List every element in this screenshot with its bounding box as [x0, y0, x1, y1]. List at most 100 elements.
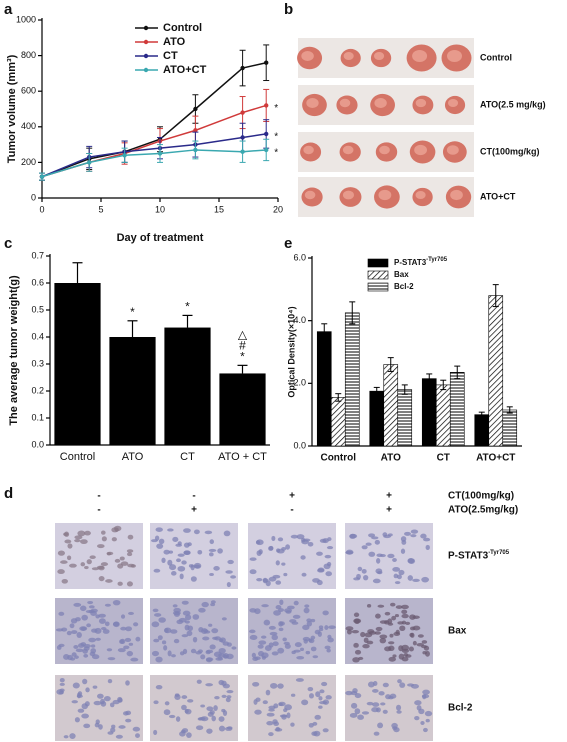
- cell-nucleus: [198, 607, 206, 613]
- cell-nucleus: [210, 600, 216, 604]
- cell-nucleus: [208, 552, 214, 557]
- cell-nucleus: [392, 557, 397, 562]
- cell-nucleus: [423, 645, 430, 651]
- cell-nucleus: [421, 640, 428, 644]
- y-tick-label: 0.3: [31, 358, 44, 368]
- cell-nucleus: [200, 704, 205, 708]
- cell-nucleus: [397, 621, 404, 625]
- treatment-label: ATO(2.5mg/kg): [448, 505, 518, 516]
- x-tick-label: ATO: [381, 453, 401, 464]
- cell-nucleus: [188, 564, 194, 568]
- cell-nucleus: [117, 563, 124, 569]
- cell-nucleus: [412, 625, 421, 631]
- cell-nucleus: [153, 700, 159, 705]
- bar: [369, 390, 385, 447]
- cell-nucleus: [84, 530, 91, 536]
- cell-nucleus: [218, 716, 225, 722]
- tumor-highlight: [415, 190, 426, 200]
- cell-nucleus: [378, 691, 385, 696]
- cell-nucleus: [209, 539, 215, 545]
- significance-mark: *: [274, 132, 278, 143]
- cell-nucleus: [88, 637, 97, 643]
- cell-nucleus: [361, 568, 367, 574]
- cell-nucleus: [118, 725, 126, 729]
- cell-nucleus: [271, 634, 278, 641]
- data-point: [87, 160, 92, 165]
- cell-nucleus: [258, 640, 267, 645]
- cell-nucleus: [97, 693, 104, 699]
- data-point: [264, 103, 269, 108]
- cell-nucleus: [380, 554, 386, 558]
- y-axis-label: The average tumor weight(g): [8, 275, 20, 426]
- cell-nucleus: [283, 572, 288, 577]
- tumor-highlight: [343, 51, 354, 61]
- cell-nucleus: [92, 685, 98, 689]
- cell-nucleus: [400, 548, 406, 554]
- series-line: [41, 61, 267, 178]
- cell-nucleus: [209, 572, 214, 576]
- cell-nucleus: [77, 708, 85, 713]
- cell-nucleus: [366, 701, 374, 706]
- cell-nucleus: [423, 537, 431, 542]
- cell-nucleus: [56, 689, 64, 695]
- cell-nucleus: [382, 682, 389, 688]
- cell-nucleus: [209, 644, 216, 650]
- cell-nucleus: [181, 704, 187, 711]
- cell-nucleus: [186, 630, 193, 637]
- cell-nucleus: [286, 712, 291, 719]
- cell-nucleus: [80, 562, 86, 567]
- cell-nucleus: [226, 653, 234, 660]
- cell-nucleus: [89, 555, 96, 560]
- bar: [164, 327, 211, 445]
- cell-nucleus: [388, 641, 395, 645]
- photo-label: ATO+CT: [480, 191, 516, 201]
- tumor-highlight: [342, 190, 354, 200]
- cell-nucleus: [375, 626, 383, 632]
- cell-nucleus: [196, 679, 202, 684]
- cell-nucleus: [113, 525, 122, 532]
- cell-nucleus: [307, 687, 314, 692]
- cell-nucleus: [181, 695, 188, 699]
- cell-nucleus: [301, 699, 309, 706]
- cell-nucleus: [222, 710, 228, 716]
- cell-nucleus: [410, 534, 417, 538]
- cell-nucleus: [172, 611, 181, 616]
- cell-nucleus: [325, 571, 332, 577]
- cell-nucleus: [124, 637, 132, 643]
- cell-nucleus: [326, 648, 331, 653]
- cell-nucleus: [275, 580, 282, 585]
- cell-nucleus: [120, 626, 127, 631]
- ihc-image: [55, 675, 143, 741]
- cell-nucleus: [307, 541, 314, 547]
- cell-nucleus: [172, 604, 178, 608]
- cell-nucleus: [161, 640, 167, 645]
- cell-nucleus: [107, 679, 113, 684]
- cell-nucleus: [290, 534, 299, 539]
- cell-nucleus: [368, 631, 377, 635]
- bar: [219, 373, 266, 445]
- data-point: [240, 135, 245, 140]
- cell-nucleus: [206, 728, 213, 734]
- cell-nucleus: [290, 693, 296, 697]
- y-tick-label: 0: [31, 192, 36, 202]
- cell-nucleus: [271, 535, 276, 542]
- cell-nucleus: [321, 681, 328, 687]
- cell-nucleus: [281, 714, 287, 720]
- cell-nucleus: [167, 528, 174, 532]
- cell-nucleus: [257, 650, 265, 657]
- cell-nucleus: [74, 539, 81, 543]
- cell-nucleus: [69, 733, 76, 739]
- cell-nucleus: [125, 626, 132, 632]
- ihc-image: [248, 523, 336, 589]
- treatment-sign: +: [289, 491, 295, 502]
- cell-nucleus: [107, 657, 116, 661]
- cell-nucleus: [126, 549, 134, 553]
- cell-nucleus: [261, 604, 269, 608]
- cell-nucleus: [387, 553, 395, 559]
- cell-nucleus: [155, 684, 163, 690]
- cell-nucleus: [284, 608, 292, 613]
- cell-nucleus: [211, 715, 216, 722]
- cell-nucleus: [363, 574, 369, 581]
- cell-nucleus: [255, 539, 264, 546]
- cell-nucleus: [82, 678, 88, 685]
